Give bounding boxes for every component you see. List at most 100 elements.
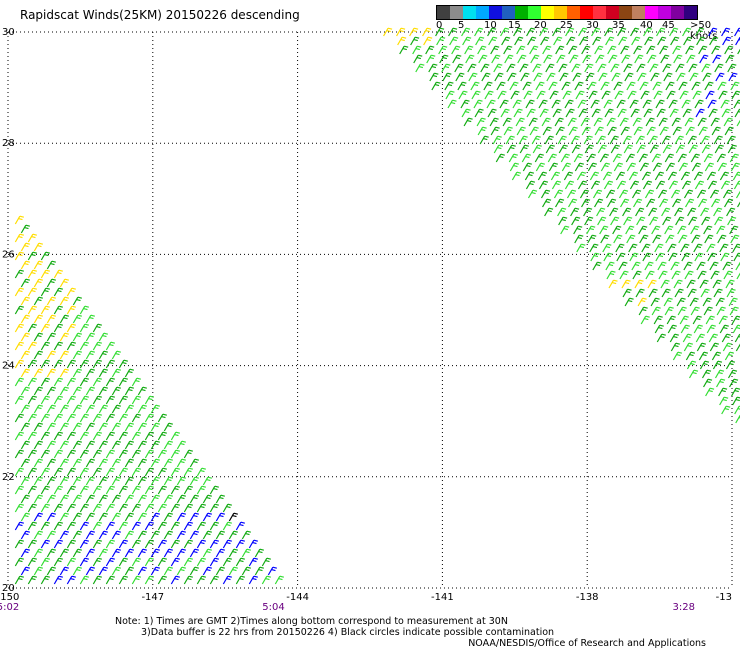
wind-barb: [537, 171, 548, 181]
wind-barb: [726, 207, 736, 217]
wind-barb: [710, 270, 720, 280]
wind-barb: [544, 207, 554, 217]
wind-barb: [731, 315, 740, 325]
wind-barb: [591, 27, 601, 37]
wind-barb: [594, 198, 604, 208]
wind-barb: [595, 54, 605, 64]
wind-barb: [642, 180, 653, 190]
wind-barb: [560, 225, 570, 235]
wind-barb: [72, 512, 82, 522]
wind-barb: [629, 180, 640, 190]
wind-barb: [202, 566, 212, 576]
wind-barb: [170, 431, 180, 441]
wind-barb: [85, 350, 95, 360]
wind-barb: [20, 566, 30, 576]
wind-barb: [473, 99, 483, 109]
wind-barb: [118, 359, 128, 369]
wind-barb: [691, 162, 701, 172]
wind-barb: [661, 288, 671, 298]
wind-barb: [689, 72, 699, 82]
wind-barb: [734, 405, 740, 415]
wind-barb: [461, 27, 471, 37]
wind-barb: [85, 548, 95, 558]
wind-barb: [539, 108, 549, 118]
wind-barb: [85, 422, 95, 432]
wind-barb: [626, 162, 636, 172]
wind-barb: [677, 225, 687, 235]
wind-barb: [46, 260, 56, 270]
wind-barb: [576, 243, 586, 253]
wind-barb: [625, 153, 635, 163]
wind-barb: [476, 117, 486, 127]
wind-barb: [622, 288, 632, 298]
wind-barb: [40, 359, 50, 369]
wind-barb: [572, 72, 582, 82]
wind-barb: [144, 521, 154, 531]
wind-barb: [27, 359, 37, 369]
wind-barb: [698, 45, 708, 55]
wind-barb: [111, 530, 121, 540]
wind-barb: [131, 467, 141, 477]
wind-barb: [495, 153, 505, 163]
wind-barb: [518, 135, 528, 145]
wind-barb: [196, 485, 206, 495]
wind-barb: [46, 386, 56, 396]
wind-barb: [703, 225, 713, 235]
wind-barb: [717, 162, 727, 172]
wind-barb: [690, 306, 700, 316]
wind-barb: [79, 449, 89, 459]
wind-barb: [709, 36, 719, 46]
wind-barb: [633, 198, 643, 208]
wind-barb: [183, 485, 193, 495]
wind-barb: [79, 341, 89, 351]
wind-barb: [66, 557, 76, 567]
wind-barb: [72, 440, 82, 450]
wind-barb: [692, 315, 702, 325]
wind-barb: [92, 503, 102, 513]
wind-barb: [639, 234, 649, 244]
wind-barb: [667, 243, 677, 253]
wind-barb: [66, 287, 76, 297]
wind-barb: [719, 324, 729, 334]
wind-barb: [620, 126, 630, 136]
wind-barb: [228, 530, 238, 540]
wind-barb: [66, 341, 76, 351]
wind-barb: [564, 99, 574, 109]
wind-barb: [118, 377, 128, 387]
wind-barb: [487, 27, 497, 37]
wind-barb: [516, 126, 526, 136]
wind-barb: [713, 135, 723, 145]
wind-barb: [33, 476, 43, 486]
wind-barb: [580, 117, 590, 127]
footnote-line-2: 3)Data buffer is 22 hrs from 20150226 4)…: [141, 627, 555, 638]
wind-barb: [98, 422, 108, 432]
wind-barb: [725, 54, 735, 64]
wind-barb: [592, 261, 602, 271]
wind-barb: [196, 503, 206, 513]
wind-barb: [124, 422, 134, 432]
wind-barb: [603, 252, 613, 262]
wind-barb: [53, 467, 63, 477]
wind-barb: [85, 458, 95, 468]
wind-barb: [623, 63, 633, 73]
wind-barb: [92, 557, 102, 567]
wind-barb: [699, 360, 710, 370]
wind-barb: [574, 234, 584, 244]
wind-barb: [72, 494, 82, 504]
wind-barb: [589, 243, 599, 253]
wind-barb: [79, 575, 89, 585]
wind-barb: [40, 377, 50, 387]
wind-barb: [644, 189, 655, 199]
wind-barb: [732, 324, 740, 334]
wind-barb: [79, 539, 89, 549]
wind-barb: [710, 117, 720, 127]
wind-barb: [150, 530, 160, 540]
wind-barb: [524, 171, 535, 181]
wind-barb: [597, 63, 607, 73]
wind-barb: [27, 467, 37, 477]
wind-barb: [618, 189, 629, 199]
wind-barb: [455, 72, 465, 82]
wind-barb: [698, 198, 708, 208]
wind-barb: [727, 144, 737, 154]
wind-barb: [92, 539, 102, 549]
